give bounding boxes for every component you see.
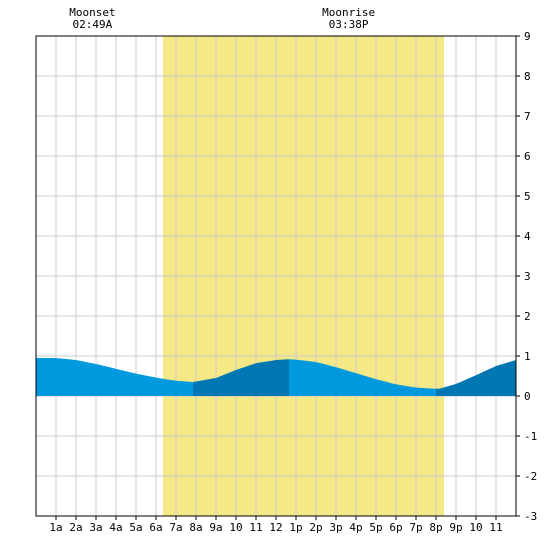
moonset-time: 02:49A <box>73 18 113 31</box>
x-tick-label: 6a <box>149 521 162 534</box>
moonset-label: Moonset <box>69 6 115 19</box>
y-tick-label: 3 <box>524 270 531 283</box>
tide-falling-segment <box>36 358 193 396</box>
grid-lines <box>36 35 516 517</box>
x-tick-label: 2p <box>309 521 322 534</box>
tide-rising-segment <box>436 360 516 396</box>
y-axis-ticks: 9 8 7 6 5 4 3 2 1 0 -1 -2 -3 <box>516 30 537 523</box>
x-tick-label: 12 <box>269 521 282 534</box>
y-tick-label: -3 <box>524 510 537 523</box>
x-tick-label: 11 <box>489 521 502 534</box>
x-tick-label: 7p <box>409 521 422 534</box>
x-tick-label: 3p <box>329 521 342 534</box>
x-tick-label: 1a <box>49 521 62 534</box>
x-tick-label: 5p <box>369 521 382 534</box>
x-tick-label: 7a <box>169 521 182 534</box>
y-tick-label: 5 <box>524 190 531 203</box>
y-tick-label: 4 <box>524 230 531 243</box>
y-tick-label: -1 <box>524 430 537 443</box>
x-tick-label: 3a <box>89 521 102 534</box>
y-tick-label: 8 <box>524 70 531 83</box>
x-tick-label: 8a <box>189 521 202 534</box>
x-tick-label: 4a <box>109 521 122 534</box>
x-tick-label: 11 <box>249 521 262 534</box>
y-tick-label: 7 <box>524 110 531 123</box>
x-tick-label: 10 <box>469 521 482 534</box>
x-axis-ticks: 1a 2a 3a 4a 5a 6a 7a 8a 9a 10 11 12 1p 2p 3p 4p 5p 6p 7p 8p… <box>49 516 503 534</box>
tide-rising-segment <box>193 359 289 396</box>
x-tick-label: 1p <box>289 521 302 534</box>
y-tick-label: 9 <box>524 30 531 43</box>
x-tick-label: 4p <box>349 521 362 534</box>
moonrise-label: Moonrise <box>322 6 375 19</box>
x-tick-label: 9a <box>209 521 222 534</box>
x-tick-label: 2a <box>69 521 82 534</box>
y-tick-label: 2 <box>524 310 531 323</box>
y-tick-label: -2 <box>524 470 537 483</box>
x-tick-label: 5a <box>129 521 142 534</box>
x-tick-label: 6p <box>389 521 402 534</box>
tide-area <box>36 358 516 396</box>
tide-falling-segment <box>289 359 436 396</box>
y-tick-label: 0 <box>524 390 531 403</box>
y-tick-label: 6 <box>524 150 531 163</box>
x-tick-label: 9p <box>449 521 462 534</box>
x-tick-label: 10 <box>229 521 242 534</box>
x-tick-label: 8p <box>429 521 442 534</box>
moonrise-time: 03:38P <box>329 18 369 31</box>
y-tick-label: 1 <box>524 350 531 363</box>
